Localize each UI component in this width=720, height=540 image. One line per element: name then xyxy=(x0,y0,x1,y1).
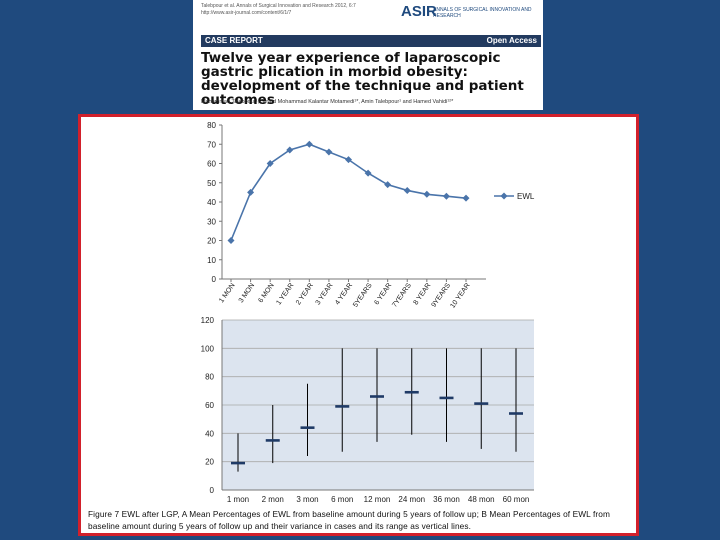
y-tick-label: 60 xyxy=(205,401,214,410)
x-tick-label: 3 YEAR xyxy=(315,282,335,306)
x-tick-label: 3 MON xyxy=(238,282,256,304)
citation-text: Talebpour et al. Annals of Surgical Inno… xyxy=(201,3,356,9)
journal-citation: Talebpour et al. Annals of Surgical Inno… xyxy=(201,3,401,17)
data-point xyxy=(247,188,255,196)
x-tick-label: 60 mon xyxy=(503,495,530,504)
y-tick-label: 40 xyxy=(207,198,216,207)
x-tick-label: 6 MON xyxy=(257,282,275,304)
x-tick-label: 36 mon xyxy=(433,495,460,504)
x-tick-label: 8 YEAR xyxy=(413,282,433,306)
x-tick-label: 48 mon xyxy=(468,495,495,504)
journal-logo: ASIR ANNALS OF SURGICAL INNOVATION AND R… xyxy=(401,3,539,27)
y-tick-label: 30 xyxy=(207,217,216,226)
y-tick-label: 100 xyxy=(201,344,215,353)
y-tick-label: 0 xyxy=(212,275,217,284)
logo-text: ANNALS OF SURGICAL INNOVATION AND RESEAR… xyxy=(433,7,532,19)
data-point xyxy=(462,194,470,202)
x-tick-label: 4 YEAR xyxy=(334,282,354,306)
data-point xyxy=(442,192,450,200)
data-point xyxy=(423,190,431,198)
data-point xyxy=(325,148,333,156)
y-tick-label: 10 xyxy=(207,256,216,265)
x-tick-label: 6 mon xyxy=(331,495,353,504)
data-point xyxy=(345,156,352,164)
x-tick-label: 3 mon xyxy=(296,495,318,504)
y-tick-label: 0 xyxy=(210,486,215,495)
x-tick-label: 2 mon xyxy=(262,495,284,504)
logo-mark: ASIR xyxy=(401,3,437,20)
banner-right: Open Access xyxy=(486,36,537,45)
data-point xyxy=(227,237,235,244)
y-tick-label: 80 xyxy=(205,373,214,382)
x-tick-label: 6 YEAR xyxy=(373,282,393,306)
y-tick-label: 80 xyxy=(207,121,216,130)
paper-header-clip: Talebpour et al. Annals of Surgical Inno… xyxy=(193,0,543,110)
y-tick-label: 50 xyxy=(207,179,216,188)
banner-left: CASE REPORT xyxy=(205,36,263,45)
legend-marker xyxy=(500,192,508,200)
data-point xyxy=(266,160,274,167)
x-tick-label: 12 mon xyxy=(364,495,391,504)
article-title: Twelve year experience of laparoscopic g… xyxy=(201,50,524,108)
x-tick-label: 5YEARS xyxy=(352,282,374,309)
y-tick-label: 60 xyxy=(207,160,216,169)
x-tick-label: 10 YEAR xyxy=(449,282,471,310)
data-point xyxy=(286,146,294,154)
data-point xyxy=(305,140,313,148)
article-authors: Mohammad Talebpour¹, Seyed Mohammad Kala… xyxy=(201,99,454,105)
x-tick-label: 1 mon xyxy=(227,495,249,504)
data-point xyxy=(384,181,392,189)
y-tick-label: 120 xyxy=(201,316,215,325)
citation-url: http://www.asir-journal.com/content/6/1/… xyxy=(201,10,292,16)
x-tick-label: 7YEARS xyxy=(391,282,413,309)
x-tick-label: 1 YEAR xyxy=(275,282,295,306)
y-tick-label: 40 xyxy=(205,429,214,438)
y-tick-label: 20 xyxy=(205,458,214,467)
article-type-banner: CASE REPORT Open Access xyxy=(201,35,541,47)
y-tick-label: 20 xyxy=(207,237,216,246)
y-tick-label: 70 xyxy=(207,140,216,149)
x-tick-label: 24 mon xyxy=(398,495,425,504)
data-point xyxy=(403,186,411,194)
data-point xyxy=(364,169,372,177)
figure-caption: Figure 7 EWL after LGP, A Mean Percentag… xyxy=(88,509,610,531)
legend-label: EWL xyxy=(517,192,535,201)
x-tick-label: 2 YEAR xyxy=(295,282,315,306)
x-tick-label: 1 MON xyxy=(218,282,236,304)
